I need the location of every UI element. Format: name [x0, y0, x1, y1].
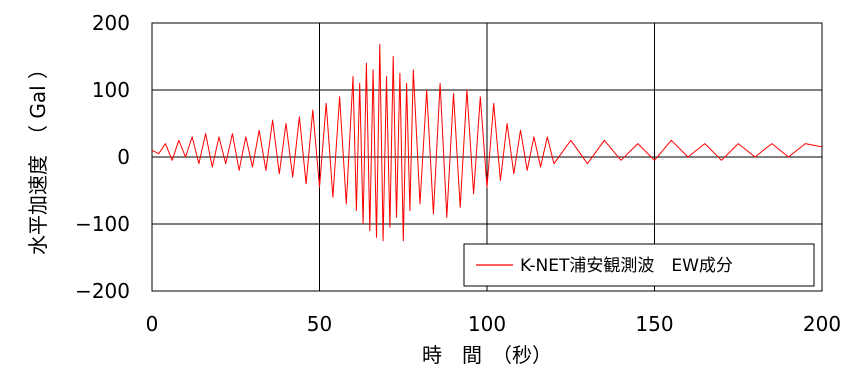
series-group: [151, 43, 823, 242]
legend-label: K-NET浦安観測波 EW成分: [520, 256, 733, 276]
x-tick-label: 100: [468, 312, 506, 336]
y-tick-label: 200: [92, 11, 130, 35]
x-axis-title: 時 間 （秒）: [422, 343, 552, 367]
legend-box: [463, 243, 815, 287]
x-tick-label: 50: [307, 312, 332, 336]
y-axis-title: 水平加速度 （ Gal ）: [26, 59, 50, 255]
x-tick-label: 150: [635, 312, 673, 336]
legend: K-NET浦安観測波 EW成分: [463, 243, 815, 287]
y-tick-label: 100: [92, 78, 130, 102]
y-tick-label: −200: [75, 279, 130, 303]
y-tick-label: −100: [75, 212, 130, 236]
series-line-0: [151, 43, 823, 242]
x-tick-label: 0: [146, 312, 159, 336]
x-tick-label: 200: [803, 312, 841, 336]
x-ticks: 0 50 100 150 200: [146, 312, 841, 336]
y-ticks: 200 100 0 −100 −200: [75, 11, 130, 303]
y-tick-label: 0: [117, 145, 130, 169]
